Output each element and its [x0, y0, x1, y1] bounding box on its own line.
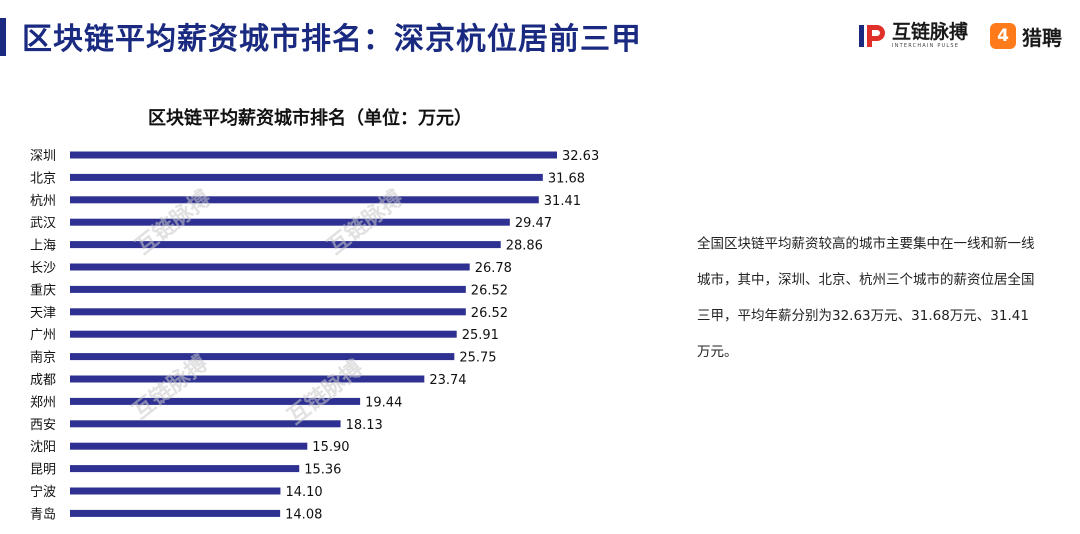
- value-label: 31.41: [544, 194, 581, 209]
- brand-primary-name: 互链脉搏: [892, 21, 969, 43]
- value-label: 26.52: [471, 306, 508, 321]
- bar: [70, 263, 470, 271]
- category-label: 成都: [30, 373, 56, 388]
- category-label: 青岛: [30, 506, 56, 522]
- value-label: 19.44: [365, 395, 402, 410]
- bar: [70, 375, 425, 383]
- value-label: 14.10: [285, 485, 322, 500]
- category-label: 深圳: [30, 149, 56, 164]
- category-label: 宁波: [30, 484, 56, 500]
- value-label: 25.75: [459, 351, 496, 366]
- value-label: 26.78: [475, 261, 512, 276]
- bar: [70, 487, 281, 495]
- value-label: 25.91: [462, 328, 499, 343]
- category-label: 南京: [30, 350, 56, 366]
- value-label: 28.86: [506, 239, 543, 254]
- bar: [70, 308, 466, 316]
- category-label: 天津: [30, 306, 56, 321]
- brand-primary-english: INTERCHAIN PULSE: [892, 43, 960, 49]
- summary-text: 全国区块链平均薪资较高的城市主要集中在一线和新一线城市，其中，深圳、北京、杭州三…: [697, 236, 1035, 360]
- value-label: 31.68: [548, 171, 585, 186]
- bar: [70, 173, 543, 181]
- value-label: 26.52: [471, 283, 508, 298]
- bar: [70, 218, 510, 226]
- category-label: 上海: [30, 239, 56, 254]
- category-label: 沈阳: [30, 440, 56, 455]
- category-label: 昆明: [30, 463, 56, 478]
- category-label: 长沙: [30, 261, 56, 276]
- salary-bar-chart: 深圳 32.63 北京 31.68 杭州 31.41 武汉 29.47 上海 28.86 长沙 26.…: [30, 149, 599, 522]
- value-label: 14.08: [285, 507, 322, 522]
- bar: [70, 151, 557, 159]
- category-label: 西安: [30, 418, 56, 433]
- category-label: 武汉: [30, 216, 56, 231]
- bar: [70, 330, 457, 338]
- category-label: 杭州: [30, 194, 56, 209]
- liepin-logo: 4 猎聘: [990, 21, 1062, 51]
- interchain-pulse-logo: 互链脉搏 INTERCHAIN PULSE: [858, 20, 968, 52]
- category-label: 广州: [30, 328, 56, 343]
- bar: [70, 465, 300, 473]
- liepin-badge-icon: 4: [990, 23, 1016, 49]
- bar: [70, 420, 341, 428]
- bar: [70, 509, 281, 517]
- bar: [70, 241, 501, 249]
- chart-title: 区块链平均薪资城市排名（单位：万元）: [148, 108, 472, 129]
- ip-logo-icon: [859, 25, 885, 47]
- title-accent-bar: [0, 18, 6, 56]
- value-label: 18.13: [346, 418, 383, 433]
- value-label: 15.90: [312, 440, 349, 455]
- bar: [70, 442, 308, 450]
- bar: [70, 196, 539, 204]
- value-label: 23.74: [429, 373, 466, 388]
- category-label: 郑州: [30, 395, 56, 410]
- category-label: 北京: [30, 171, 56, 186]
- value-label: 29.47: [515, 216, 552, 231]
- brand-secondary-name: 猎聘: [1022, 25, 1062, 50]
- bar: [70, 353, 455, 361]
- bar: [70, 285, 466, 293]
- value-label: 32.63: [562, 149, 599, 164]
- bar: [70, 397, 361, 405]
- value-label: 15.36: [304, 463, 341, 478]
- page-title: 区块链平均薪资城市排名：深京杭位居前三甲: [22, 22, 642, 57]
- category-label: 重庆: [30, 282, 56, 298]
